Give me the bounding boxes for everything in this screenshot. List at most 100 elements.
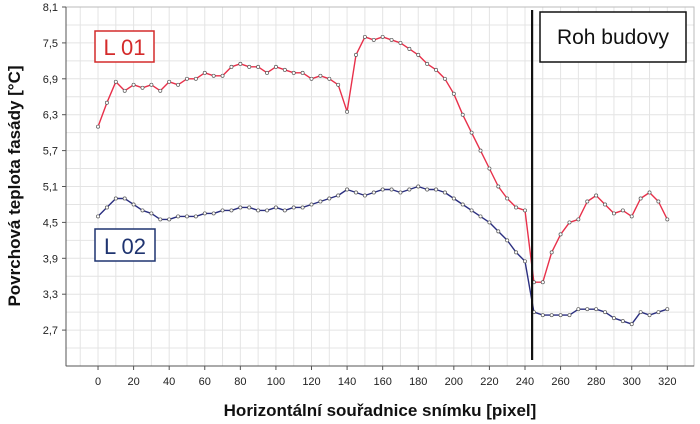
- data-point: [540, 313, 545, 318]
- legend-l02-text: L 02: [104, 234, 146, 259]
- data-point: [549, 313, 554, 318]
- data-point: [380, 34, 385, 39]
- data-point: [131, 202, 136, 207]
- data-point: [327, 196, 332, 201]
- data-point: [540, 280, 545, 285]
- data-point: [567, 313, 572, 318]
- data-point: [638, 310, 643, 315]
- data-point: [265, 70, 269, 75]
- data-point: [656, 199, 661, 204]
- data-point: [416, 184, 421, 189]
- annotation-text: Roh budovy: [557, 26, 670, 49]
- data-point: [318, 73, 323, 78]
- data-point: [407, 46, 412, 51]
- data-point: [220, 73, 225, 78]
- data-point: [140, 85, 145, 90]
- x-tick-label: 240: [516, 376, 534, 388]
- data-point: [291, 205, 296, 210]
- data-point: [140, 208, 145, 213]
- y-tick-label: 3,9: [43, 253, 58, 265]
- data-point: [469, 208, 474, 213]
- data-point: [496, 229, 501, 234]
- data-point: [496, 184, 501, 189]
- data-point: [576, 307, 581, 312]
- data-point: [149, 82, 154, 87]
- y-tick-label: 7,5: [43, 38, 58, 50]
- x-tick-label: 260: [551, 376, 569, 388]
- data-point: [389, 187, 394, 192]
- data-point: [594, 307, 599, 312]
- data-point: [398, 190, 403, 195]
- data-point: [202, 70, 207, 75]
- data-point: [638, 196, 643, 201]
- data-point: [291, 70, 296, 75]
- data-point: [345, 187, 350, 192]
- data-point: [523, 259, 527, 264]
- x-tick-label: 60: [199, 376, 211, 388]
- x-tick-label: 20: [127, 376, 139, 388]
- y-tick-label: 6,3: [43, 110, 58, 122]
- data-point: [318, 199, 323, 204]
- x-axis-title: Horizontální souřadnice snímku [pixel]: [224, 401, 537, 420]
- data-point: [451, 196, 456, 201]
- data-point: [185, 214, 189, 219]
- data-point: [505, 196, 510, 201]
- x-tick-label: 80: [234, 376, 246, 388]
- data-point: [451, 91, 456, 96]
- x-tick-label: 200: [445, 376, 463, 388]
- data-point: [282, 208, 287, 213]
- data-point: [113, 79, 118, 84]
- x-tick-label: 160: [373, 376, 391, 388]
- legend-label-l02: L 02: [94, 228, 156, 262]
- data-point: [567, 220, 572, 225]
- data-point: [585, 307, 590, 312]
- data-point: [247, 64, 252, 69]
- data-point: [611, 316, 616, 321]
- data-point: [336, 82, 341, 87]
- data-point: [247, 205, 252, 210]
- data-point: [514, 205, 519, 210]
- x-tick-label: 40: [163, 376, 175, 388]
- y-tick-labels: 2,7 3,3 3,9 4,5 5,1 5,7 6,3 6,9 7,5 8,1: [43, 2, 66, 337]
- data-point: [603, 310, 607, 315]
- legend-l01-frame: [94, 30, 155, 63]
- data-point: [176, 214, 181, 219]
- data-point: [256, 208, 261, 213]
- data-point: [354, 190, 358, 195]
- data-point: [300, 205, 305, 210]
- data-point: [629, 322, 634, 327]
- x-tick-label: 320: [658, 376, 676, 388]
- y-tick-label: 8,1: [43, 2, 58, 14]
- data-point: [549, 250, 554, 255]
- data-point: [371, 37, 376, 42]
- x-tick-label: 120: [302, 376, 320, 388]
- data-point: [647, 190, 652, 195]
- data-point: [434, 187, 438, 192]
- data-point: [211, 211, 216, 216]
- legend-l02-frame: [94, 228, 156, 262]
- data-point: [380, 187, 385, 192]
- data-point: [202, 211, 207, 216]
- data-point: [434, 67, 438, 72]
- data-point: [487, 166, 492, 171]
- data-point: [442, 76, 447, 81]
- data-point: [229, 208, 234, 213]
- data-point: [442, 190, 447, 195]
- data-point: [122, 88, 127, 93]
- data-point: [131, 82, 136, 87]
- x-tick-label: 100: [267, 376, 285, 388]
- y-tick-label: 2,7: [43, 325, 58, 337]
- data-point: [158, 217, 163, 222]
- data-point: [620, 208, 625, 213]
- data-point: [309, 76, 314, 81]
- data-point: [345, 109, 350, 114]
- data-point: [505, 238, 510, 243]
- data-point: [656, 310, 661, 315]
- x-tick-label: 140: [338, 376, 356, 388]
- data-point: [469, 130, 474, 135]
- data-point: [478, 214, 483, 219]
- data-point: [665, 217, 670, 222]
- data-point: [96, 214, 100, 219]
- y-tick-label: 4,5: [43, 217, 58, 229]
